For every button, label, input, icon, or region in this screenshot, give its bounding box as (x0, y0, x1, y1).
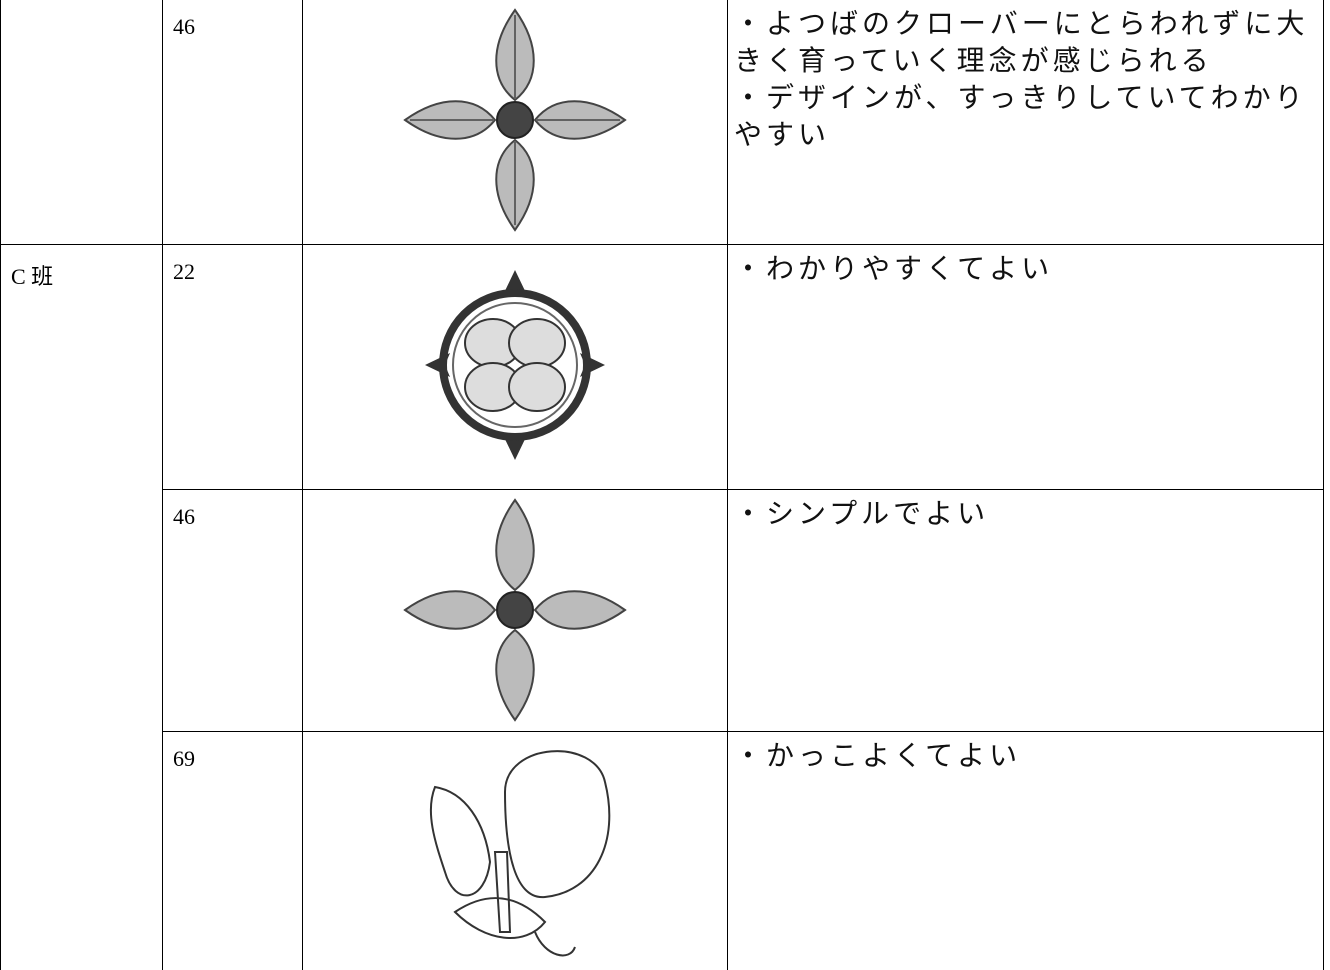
logo-cell (302, 489, 728, 732)
comment-cell: ・シンプルでよい (727, 489, 1324, 732)
comment: ・よつばのクローバーにとらわれずに大きく育っていく理念が感じられる (734, 9, 1309, 77)
clover-logo (403, 8, 627, 232)
comment-cell: ・かっこよくてよい (727, 731, 1324, 970)
table-row: C 班 22 ・わかりやすくてよい (0, 244, 1324, 970)
number-cell: 69 (162, 731, 303, 970)
group-cell: C 班 (0, 244, 163, 970)
flower-logo (429, 750, 611, 957)
comment-cell: ・わかりやすくてよい (727, 244, 1324, 490)
comment: ・シンプルでよい (734, 499, 990, 530)
logo-cell (302, 731, 728, 970)
clover-logo (403, 498, 627, 722)
table-row: 46 ・よつばのクローバーにとらわれずに大きく育っていく理念が感じられる ・デザ… (0, 0, 1324, 245)
logo-cell (302, 0, 728, 245)
number-cell: 46 (162, 489, 303, 732)
comment: ・デザインが、すっきりしていてわかりやすい (734, 83, 1307, 151)
number-cell: 46 (162, 0, 303, 245)
comment: ・わかりやすくてよい (734, 254, 1054, 285)
ring-clover-logo (425, 270, 605, 460)
group-cell (0, 0, 163, 245)
number-cell: 22 (162, 244, 303, 490)
comment-cell: ・よつばのクローバーにとらわれずに大きく育っていく理念が感じられる ・デザインが… (727, 0, 1324, 245)
table-row: 69 ・かっこよくてよい (1, 731, 1324, 970)
table-row: 46 ・シンプルでよい (1, 489, 1324, 732)
comment: ・かっこよくてよい (734, 741, 1022, 772)
logo-cell (302, 244, 728, 490)
